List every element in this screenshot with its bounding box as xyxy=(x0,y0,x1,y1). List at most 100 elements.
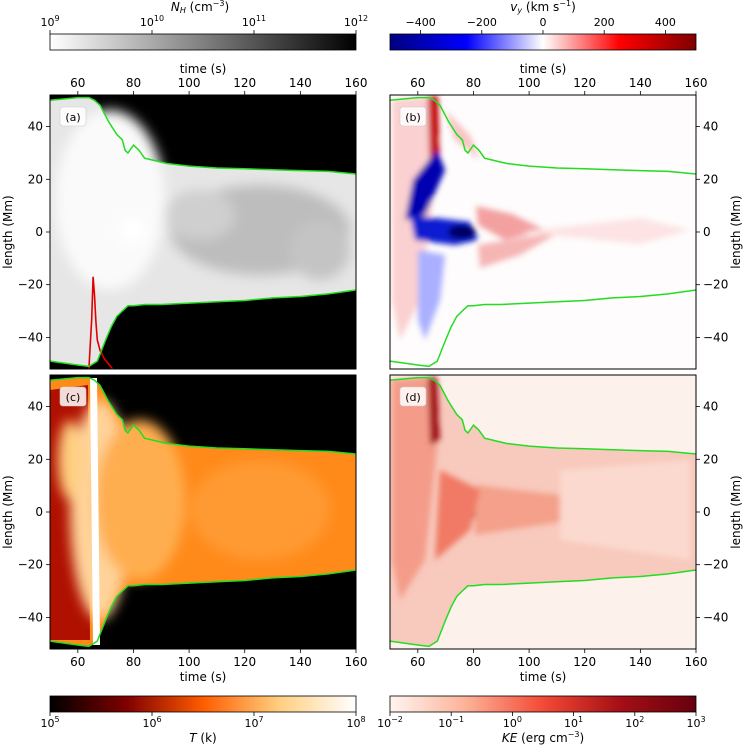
x-tick-label: 160 xyxy=(345,76,368,90)
y-tick-label: 0 xyxy=(35,505,43,519)
colorbar-tick-label: 1011 xyxy=(242,14,266,29)
lower-boundary-line xyxy=(389,569,697,648)
colorbar-nh-bar xyxy=(49,33,357,51)
lower-boundary-line xyxy=(49,569,357,648)
colorbar-tick-label: 200 xyxy=(594,16,615,29)
y-tick-label: 40 xyxy=(703,120,718,134)
x-tick-label: 140 xyxy=(289,76,312,90)
colorbar-t-bar xyxy=(49,695,357,713)
upper-boundary-line xyxy=(389,376,697,455)
x-axis-label: time (s) xyxy=(520,670,567,684)
y-tick-label: −20 xyxy=(18,558,43,572)
colorbar-tick-label: 105 xyxy=(40,715,59,730)
panel-c-texture xyxy=(58,400,330,620)
panel-b-axes: (b) 60 80 100 120 140 160 time (s) −40 −20 0 20 40 le… xyxy=(389,62,743,370)
colorbar-tick-label: 10−1 xyxy=(438,715,464,730)
x-tick-label: 60 xyxy=(410,655,425,669)
y-tick-label: −40 xyxy=(18,610,43,624)
colorbar-ke-label: KE (erg cm−3) xyxy=(502,730,584,745)
y-tick-label: −20 xyxy=(703,558,728,572)
upper-boundary-line xyxy=(389,96,697,175)
panel-label-text: (d) xyxy=(405,391,421,404)
colorbar-nh-ticks: 109 1010 1011 1012 xyxy=(40,14,368,34)
colorbar-vy: vy (km s−1) −400 −200 0 200 400 xyxy=(389,0,697,51)
colorbar-tick-label: 109 xyxy=(40,14,59,29)
upper-boundary-line xyxy=(49,96,357,175)
y-tick-label: −40 xyxy=(18,330,43,344)
y-tick-label: 20 xyxy=(28,172,43,186)
panel-label-text: (b) xyxy=(405,111,421,124)
x-tick-label: 80 xyxy=(466,655,481,669)
panel-d-axes: (d) 60 80 100 120 140 160 time (s) −40 −20 0 20 40 le… xyxy=(389,374,743,684)
panel-a-label: (a) xyxy=(59,106,87,127)
colorbar-tick-label: 0 xyxy=(540,16,547,29)
x-axis-label: time (s) xyxy=(180,670,227,684)
y-tick-label: 40 xyxy=(703,400,718,414)
colorbar-tick-label: 102 xyxy=(625,715,644,730)
x-tick-label: 140 xyxy=(629,76,652,90)
x-tick-label: 140 xyxy=(289,655,312,669)
colorbar-tick-label: 107 xyxy=(244,715,263,730)
panel-b xyxy=(390,95,696,369)
y-tick-label: −20 xyxy=(703,278,728,292)
colorbar-tick-label: −200 xyxy=(467,16,497,29)
panel-c xyxy=(50,375,356,649)
colorbar-ke-bar xyxy=(389,695,697,713)
colorbar-vy-bar xyxy=(389,33,697,51)
panel-b-texture xyxy=(392,96,690,340)
panel-a xyxy=(50,95,356,369)
colorbar-tick-label: 10−2 xyxy=(377,715,403,730)
colorbar-tick-label: 101 xyxy=(564,715,583,730)
y-tick-label: 0 xyxy=(703,225,711,239)
x-tick-label: 120 xyxy=(233,76,256,90)
x-tick-label: 120 xyxy=(573,655,596,669)
x-tick-label: 100 xyxy=(518,655,541,669)
x-tick-label: 120 xyxy=(233,655,256,669)
colorbar-tick-label: 100 xyxy=(503,715,522,730)
y-tick-label: −40 xyxy=(703,330,728,344)
x-tick-label: 100 xyxy=(518,76,541,90)
panel-a-texture xyxy=(55,110,350,290)
x-tick-label: 100 xyxy=(178,76,201,90)
x-tick-label: 120 xyxy=(573,76,596,90)
lower-boundary-line xyxy=(389,289,697,368)
x-axis-label: time (s) xyxy=(180,62,227,76)
y-tick-label: 20 xyxy=(703,452,718,466)
colorbar-t-label: T (k) xyxy=(189,731,216,745)
x-tick-label: 80 xyxy=(126,76,141,90)
lower-boundary-line xyxy=(49,289,357,368)
colorbar-tick-label: 108 xyxy=(346,715,365,730)
panel-b-label: (b) xyxy=(399,106,427,127)
x-tick-label: 60 xyxy=(70,655,85,669)
colorbar-tick-label: 106 xyxy=(142,715,161,730)
colorbar-ke-ticks: 10−2 10−1 100 101 102 103 xyxy=(377,712,706,730)
x-tick-label: 160 xyxy=(685,655,708,669)
colorbar-tick-label: 1010 xyxy=(140,14,164,29)
y-tick-label: 0 xyxy=(35,225,43,239)
panel-c-hot-streak xyxy=(90,378,100,645)
panel-c-label: (c) xyxy=(59,386,87,407)
x-tick-label: 160 xyxy=(345,655,368,669)
colorbar-tick-label: 1012 xyxy=(344,14,368,29)
y-tick-label: 40 xyxy=(28,400,43,414)
panel-d-label: (d) xyxy=(399,386,427,407)
panel-label-text: (c) xyxy=(66,391,81,404)
colorbar-nh-label: NH (cm−3) xyxy=(171,0,229,15)
colorbar-vy-label: vy (km s−1) xyxy=(510,0,576,15)
colorbar-t-ticks: 105 106 107 108 xyxy=(40,712,366,730)
y-tick-label: −20 xyxy=(18,278,43,292)
overlays: (a) 60 80 100 120 140 160 time (s) −40 −20 0 20 40 le… xyxy=(1,62,743,684)
colorbar-nh: NH (cm−3) 109 1010 1011 1012 xyxy=(40,0,368,51)
y-tick-label: 20 xyxy=(703,172,718,186)
panel-a-axes: (a) 60 80 100 120 140 160 time (s) −40 −20 0 20 40 le… xyxy=(1,62,368,370)
panel-label-text: (a) xyxy=(65,111,80,124)
panel-d xyxy=(390,375,696,649)
x-tick-label: 140 xyxy=(629,655,652,669)
x-tick-label: 100 xyxy=(178,655,201,669)
x-axis-label: time (s) xyxy=(520,62,567,76)
panel-a-red-profile xyxy=(88,276,114,369)
panel-c-axes: (c) 60 80 100 120 140 160 time (s) −40 −20 0 20 40 le… xyxy=(1,374,368,684)
x-tick-label: 60 xyxy=(70,76,85,90)
colorbar-tick-label: 103 xyxy=(686,715,705,730)
